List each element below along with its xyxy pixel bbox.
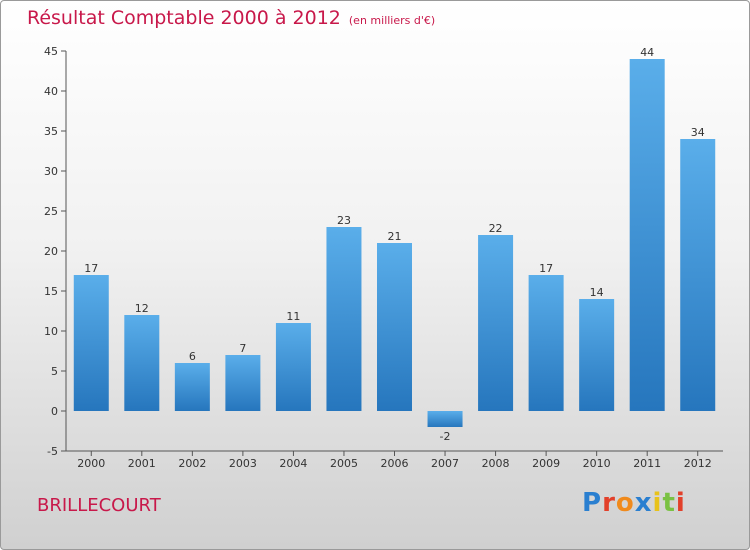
y-tick-label: 40 — [44, 85, 58, 98]
data-label-2007: -2 — [440, 430, 451, 443]
data-label-2003: 7 — [239, 342, 246, 355]
y-tick-label: 20 — [44, 245, 58, 258]
bar-2001 — [124, 315, 160, 411]
bar-2009 — [528, 275, 564, 411]
data-label-2006: 21 — [388, 230, 402, 243]
bar-2000 — [73, 275, 109, 411]
x-tick-label: 2002 — [178, 457, 206, 470]
y-tick-label: 5 — [51, 365, 58, 378]
y-tick-label: 25 — [44, 205, 58, 218]
bar-2002 — [174, 363, 210, 411]
logo-letter: r — [602, 488, 616, 518]
bar-2004 — [275, 323, 311, 411]
data-label-2011: 44 — [640, 46, 654, 59]
logo-letter: o — [615, 488, 635, 518]
bar-2008 — [478, 235, 514, 411]
x-tick-label: 2000 — [77, 457, 105, 470]
proxiti-logo[interactable]: Proxiti — [582, 488, 686, 518]
x-tick-label: 2007 — [431, 457, 459, 470]
y-tick-label: 15 — [44, 285, 58, 298]
data-label-2002: 6 — [189, 350, 196, 363]
bar-2012 — [680, 139, 716, 411]
x-tick-label: 2003 — [229, 457, 257, 470]
x-tick-label: 2001 — [128, 457, 156, 470]
commune-name: BRILLECOURT — [37, 495, 161, 516]
x-tick-label: 2009 — [532, 457, 560, 470]
y-tick-label: 10 — [44, 325, 58, 338]
bar-2005 — [326, 227, 362, 411]
y-tick-label: 45 — [44, 45, 58, 58]
bar-2011 — [629, 59, 665, 411]
y-tick-label: -5 — [47, 445, 58, 458]
x-tick-label: 2008 — [482, 457, 510, 470]
bars — [73, 59, 716, 427]
data-label-2008: 22 — [489, 222, 503, 235]
logo-letter: t — [662, 488, 676, 518]
logo-letter: x — [634, 488, 653, 518]
x-tick-label: 2004 — [279, 457, 307, 470]
x-tick-label: 2012 — [684, 457, 712, 470]
title-unit: (en milliers d'€) — [348, 14, 436, 27]
data-label-2012: 34 — [691, 126, 705, 139]
x-tick-label: 2010 — [583, 457, 611, 470]
axes: -5 0 5 10 15 20 25 30 35 40 45 2000 2001 2002 2003 2004… — [44, 45, 723, 470]
data-label-2004: 11 — [286, 310, 300, 323]
y-tick-label: 0 — [51, 405, 58, 418]
logo-letter: i — [675, 488, 686, 518]
logo-letter: P — [582, 488, 603, 518]
data-label-2001: 12 — [135, 302, 149, 315]
logo-letter: i — [652, 488, 663, 518]
chart-title: Résultat Comptable 2000 à 2012 (en millie… — [27, 7, 435, 29]
data-labels: 17 12 6 7 11 23 21 -2 22 17 14 44 34 — [84, 46, 704, 443]
title-main: Résultat Comptable 2000 à 2012 — [27, 7, 341, 29]
bar-2006 — [377, 243, 412, 411]
x-tick-label: 2011 — [633, 457, 661, 470]
bar-2007 — [427, 411, 463, 427]
data-label-2005: 23 — [337, 214, 351, 227]
bar-2003 — [225, 355, 261, 411]
x-tick-label: 2005 — [330, 457, 358, 470]
y-tick-label: 30 — [44, 165, 58, 178]
y-tick-label: 35 — [44, 125, 58, 138]
data-label-2009: 17 — [539, 262, 553, 275]
data-label-2000: 17 — [84, 262, 98, 275]
x-tick-label: 2006 — [381, 457, 409, 470]
data-label-2010: 14 — [590, 286, 604, 299]
bar-2010 — [579, 299, 615, 411]
